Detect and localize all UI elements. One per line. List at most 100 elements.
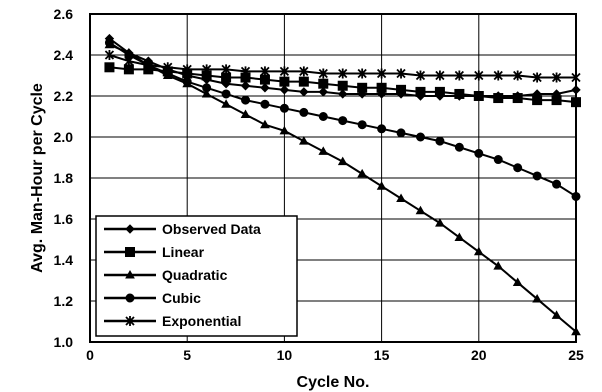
data-point-linear: [357, 82, 368, 93]
data-point-exponential: [182, 64, 192, 75]
legend-entry-exponential: Exponential: [104, 313, 241, 329]
data-point-cubic: [182, 77, 192, 87]
x-tick-label: 0: [86, 347, 94, 363]
data-point-cubic: [202, 83, 212, 93]
data-point-quadratic: [454, 232, 465, 241]
data-point-quadratic: [357, 168, 368, 178]
data-point-linear: [318, 78, 329, 89]
data-point-exponential: [474, 70, 484, 81]
legend-label: Cubic: [162, 290, 201, 306]
data-point-exponential: [299, 66, 309, 77]
data-point-cubic: [104, 38, 114, 48]
data-point-quadratic: [396, 193, 406, 202]
data-point-quadratic: [298, 136, 309, 145]
series-cubic: [104, 38, 581, 201]
data-point-linear: [376, 82, 387, 93]
y-tick-label: 1.0: [54, 334, 74, 350]
data-point-linear: [123, 64, 134, 75]
data-point-cubic: [435, 136, 445, 146]
data-point-quadratic: [279, 125, 290, 135]
data-point-cubic: [513, 163, 523, 173]
legend: Observed Data Linear Quadratic Cubic Exponen…: [95, 215, 298, 337]
x-tick-label: 5: [183, 347, 191, 363]
data-point-cubic: [357, 120, 367, 130]
y-tick-label: 1.8: [54, 170, 74, 186]
y-tick-label: 1.2: [54, 293, 74, 309]
data-point-linear: [532, 95, 543, 106]
legend-label: Linear: [162, 244, 205, 260]
data-point-exponential: [376, 68, 387, 79]
data-point-observed-data: [318, 87, 328, 97]
data-point-cubic: [532, 171, 542, 181]
data-point-cubic: [396, 128, 406, 138]
legend-marker-quadratic: [125, 269, 135, 279]
data-point-exponential: [163, 62, 173, 73]
data-point-exponential: [551, 72, 562, 83]
data-point-exponential: [202, 64, 212, 75]
legend-marker-observed-data: [125, 224, 135, 234]
x-tick-label: 10: [277, 347, 293, 363]
data-point-linear: [104, 62, 115, 73]
legend-label: Observed Data: [162, 221, 261, 237]
data-point-linear: [298, 76, 309, 87]
data-point-exponential: [240, 66, 251, 77]
legend-marker-linear: [125, 247, 135, 257]
data-point-quadratic: [532, 293, 542, 303]
x-tick-label: 25: [568, 347, 584, 363]
legend-label: Exponential: [162, 313, 241, 329]
data-point-quadratic: [512, 277, 523, 287]
legend-label: Quadratic: [162, 267, 228, 283]
data-point-quadratic: [435, 218, 445, 227]
data-point-exponential: [454, 70, 464, 81]
y-tick-label: 2.6: [54, 6, 74, 22]
data-point-exponential: [143, 60, 153, 71]
data-point-observed-data: [260, 83, 270, 93]
data-point-exponential: [318, 68, 328, 79]
data-point-cubic: [493, 155, 503, 165]
data-point-quadratic: [240, 109, 251, 118]
data-point-exponential: [357, 68, 367, 79]
data-point-exponential: [513, 70, 523, 81]
data-point-cubic: [279, 103, 289, 113]
data-point-cubic: [241, 95, 251, 105]
legend-entry-linear: Linear: [104, 244, 205, 260]
data-point-exponential: [435, 70, 445, 81]
data-point-cubic: [338, 116, 348, 126]
data-point-observed-data: [299, 87, 309, 97]
data-point-cubic: [260, 99, 270, 109]
data-point-exponential: [532, 72, 542, 83]
data-point-linear: [512, 93, 523, 104]
data-point-observed-data: [279, 85, 290, 95]
data-point-exponential: [124, 56, 134, 67]
data-point-linear: [337, 80, 348, 91]
data-point-cubic: [377, 124, 387, 134]
legend-entry-observed-data: Observed Data: [104, 221, 261, 237]
legend-entry-cubic: Cubic: [104, 290, 201, 306]
data-point-quadratic: [260, 119, 270, 129]
data-point-exponential: [260, 66, 270, 77]
data-point-observed-data: [338, 89, 348, 99]
data-point-linear: [434, 86, 445, 97]
legend-entries: Observed Data Linear Quadratic Cubic Exponen…: [104, 221, 261, 329]
data-point-cubic: [415, 132, 425, 142]
y-axis-title: Avg. Man-Hour per Cycle: [29, 83, 46, 273]
data-point-exponential: [338, 68, 348, 79]
data-point-quadratic: [201, 88, 212, 98]
data-point-exponential: [104, 50, 115, 60]
y-tick-label: 1.4: [54, 252, 74, 268]
y-tick-label: 2.2: [54, 88, 74, 104]
data-point-linear: [551, 95, 562, 106]
data-point-cubic: [454, 142, 464, 152]
data-point-quadratic: [221, 99, 231, 108]
data-point-cubic: [474, 148, 484, 158]
data-point-quadratic: [473, 246, 484, 256]
legend-entry-quadratic: Quadratic: [104, 267, 228, 283]
data-point-linear: [493, 93, 504, 104]
data-point-linear: [415, 86, 426, 97]
plot-frame: [89, 13, 577, 343]
data-point-quadratic: [415, 205, 426, 215]
legend-marker-cubic: [125, 293, 135, 303]
series-linear: [104, 62, 581, 108]
